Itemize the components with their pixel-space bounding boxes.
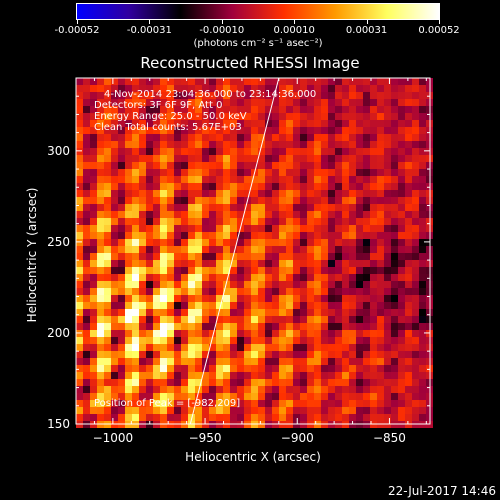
detectors-text: Detectors: 3F 6F 9F, Att 0 <box>94 100 223 111</box>
method-counts-text: Clean Total counts: 5.67E+03 <box>94 122 242 133</box>
energy-range-text: Energy Range: 25.0 - 50.0 keV <box>94 111 247 122</box>
y-tick-label: 300 <box>47 144 70 158</box>
plot-frame <box>75 77 431 425</box>
colorbar-tick-label: 0.00010 <box>273 25 315 36</box>
colorbar-units: (photons cm⁻² s⁻¹ asec⁻²) <box>193 38 323 49</box>
solar-limb-line <box>189 77 280 425</box>
colorbar-tick <box>221 20 223 24</box>
colorbar-tick <box>294 20 296 24</box>
y-tick-label: 150 <box>47 417 70 431</box>
colorbar-tick-label: -0.00010 <box>199 25 245 36</box>
y-tick-label: 200 <box>47 326 70 340</box>
x-axis-label: Heliocentric X (arcsec) <box>185 450 321 464</box>
plot-timestamp: 22-Jul-2017 14:46 <box>387 484 496 498</box>
colorbar-tick <box>439 20 440 24</box>
colorbar <box>76 3 440 20</box>
colorbar-tick-label: -0.00031 <box>126 25 172 36</box>
colorbar-tick-label: -0.00052 <box>54 25 100 36</box>
x-tick-label: −950 <box>189 431 222 445</box>
colorbar-tick-label: 0.00052 <box>418 25 460 36</box>
chart-title: Reconstructed RHESSI Image <box>140 54 360 72</box>
peak-position-text: Position of Peak = [-982,209] <box>94 398 241 409</box>
x-tick-label: −900 <box>281 431 314 445</box>
colorbar-tick <box>366 20 368 24</box>
time-range-text: 4-Nov-2014 23:04:36.000 to 23:14:36.000 <box>104 89 317 100</box>
x-tick-label: −1000 <box>93 431 134 445</box>
colorbar-tick <box>149 20 151 24</box>
x-tick-label: −850 <box>373 431 406 445</box>
colorbar-tick <box>77 20 78 24</box>
y-tick-label: 250 <box>47 235 70 249</box>
y-axis-label: Heliocentric Y (arcsec) <box>25 187 39 323</box>
colorbar-tick-label: 0.00031 <box>345 25 388 36</box>
